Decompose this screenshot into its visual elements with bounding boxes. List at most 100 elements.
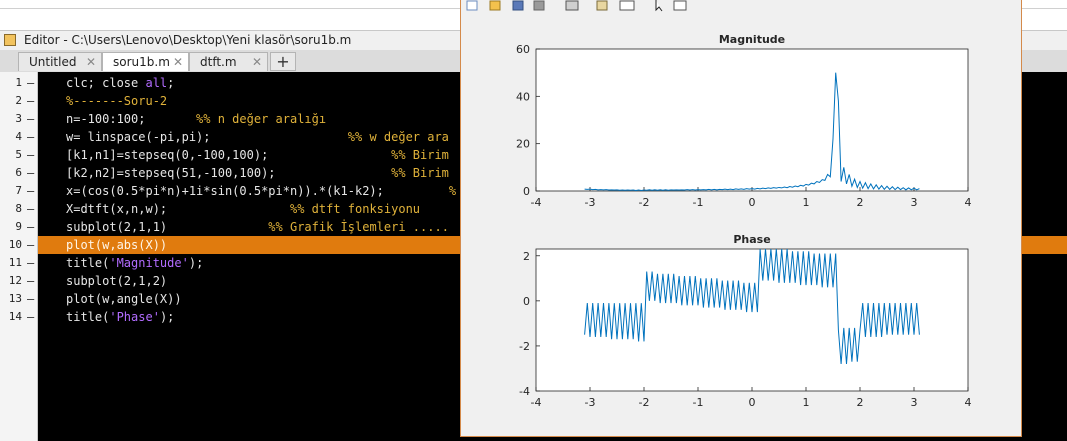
breakpoint-dash: – [27, 76, 35, 90]
code-token: %% Birim [391, 166, 449, 180]
chart-title: Phase [733, 233, 770, 246]
code-text: plot(w,abs(X)) [66, 236, 167, 254]
breakpoint-dash: – [27, 112, 35, 126]
code-token: % [448, 184, 457, 198]
breakpoint-dash: – [27, 238, 35, 252]
line-number: 3 [15, 112, 22, 125]
code-token: clc; close [66, 76, 146, 90]
breakpoint-dash: – [27, 292, 35, 306]
code-text: x=(cos(0.5*pi*n)+1i*sin(0.5*pi*n)).*(k1-… [66, 182, 456, 200]
line-number: 12 [8, 274, 22, 287]
code-line: 13– plot(w,angle(X)) [0, 290, 1067, 308]
figure-window: Magnitude -4 -3 -2 -1 0 1 2 3 4 0 20 40 60 Phase -4 -3 -2… [460, 0, 1022, 437]
line-number: 11 [8, 256, 22, 269]
y-tick-label: -2 [519, 340, 530, 353]
y-tick-label: 40 [516, 90, 530, 103]
code-token: [k2,n2]=stepseq(51,-100,100); [66, 166, 392, 180]
code-line: 5– [k1,n1]=stepseq(0,-100,100); %% Birim [0, 146, 1067, 164]
tab[interactable]: soru1b.m ✕ [102, 52, 189, 71]
code-token: subplot(2,1,1) [66, 220, 269, 234]
line-number: 14 [8, 310, 22, 323]
code-line: 8– X=dtft(x,n,w); %% dtft fonksiyonu [0, 200, 1067, 218]
code-line: 2– %-------Soru-2 [0, 92, 1067, 110]
x-tick-label: 0 [749, 196, 756, 209]
line-number: 2 [15, 94, 22, 107]
tab-close[interactable]: ✕ [85, 55, 96, 69]
code-line: 14– title('Phase'); [0, 308, 1067, 326]
editor-title: Editor - C:\Users\Lenovo\Desktop\Yeni kl… [24, 33, 352, 47]
code-token: %% dtft fonksiyonu [289, 202, 421, 216]
line-number: 7 [15, 184, 22, 197]
code-line: 12– subplot(2,1,2) [0, 272, 1067, 290]
code-token: %% Birim [391, 148, 449, 162]
y-tick-label: -4 [519, 385, 530, 398]
line-number: 8 [15, 202, 22, 215]
breakpoint-dash: – [27, 274, 35, 288]
x-tick-label: 2 [857, 396, 864, 409]
code-text: clc; close all; [66, 74, 174, 92]
x-tick-label: 1 [803, 396, 810, 409]
code-token: %% Grafik İşlemleri ..... [268, 220, 449, 234]
code-token: n=-100:100; [66, 112, 197, 126]
x-tick-label: 3 [911, 196, 918, 209]
tab-label: dtft.m [200, 55, 237, 69]
y-tick-label: 0 [523, 185, 530, 198]
code-text: subplot(2,1,1) %% Grafik İşlemleri ..... [66, 218, 449, 236]
code-text: plot(w,angle(X)) [66, 290, 182, 308]
code-line: 11– title('Magnitude'); [0, 254, 1067, 272]
axes-background [535, 48, 969, 192]
code-line: 7– x=(cos(0.5*pi*n)+1i*sin(0.5*pi*n)).*(k… [0, 182, 1067, 200]
breakpoint-dash: – [27, 256, 35, 270]
line-number: 4 [15, 130, 22, 143]
breakpoint-dash: – [27, 220, 35, 234]
y-tick-label: 60 [516, 43, 530, 56]
tab[interactable]: Untitled ✕ [18, 52, 102, 71]
tab-label: soru1b.m [113, 55, 170, 69]
tab[interactable]: dtft.m ✕ [189, 52, 268, 71]
code-token: plot(w,abs(X)) [66, 238, 168, 252]
x-tick-label: -2 [639, 196, 650, 209]
code-token: w= linspace(-pi,pi); [66, 130, 348, 144]
data-line [584, 248, 920, 364]
x-tick-label: 1 [803, 196, 810, 209]
line-number: 6 [15, 166, 22, 179]
x-tick-label: -1 [693, 396, 704, 409]
line-number: 13 [8, 292, 22, 305]
x-tick-label: -1 [693, 196, 704, 209]
code-token: plot(w,angle(X)) [66, 292, 182, 306]
x-tick-label: -4 [531, 196, 542, 209]
code-token: title( [66, 310, 110, 324]
code-token: [k1,n1]=stepseq(0,-100,100); [66, 148, 392, 162]
x-tick-label: 3 [911, 396, 918, 409]
y-tick-label: 20 [516, 138, 530, 151]
code-line: 3– n=-100:100; %% n değer aralığı [0, 110, 1067, 128]
code-text: [k2,n2]=stepseq(51,-100,100); %% Birim [66, 164, 449, 182]
code-token: x=(cos(0.5*pi*n)+1i*sin(0.5*pi*n)).*(k1-… [66, 184, 449, 198]
new-tab-button[interactable]: + [270, 52, 296, 71]
code-token: ); [159, 310, 175, 324]
breakpoint-dash: – [27, 166, 35, 180]
breakpoint-dash: – [27, 130, 35, 144]
code-token: X=dtft(x,n,w); [66, 202, 290, 216]
code-text: n=-100:100; %% n değer aralığı [66, 110, 326, 128]
breakpoint-dash: – [27, 184, 35, 198]
line-number: 10 [8, 238, 22, 251]
code-line: 6– [k2,n2]=stepseq(51,-100,100); %% Birim [0, 164, 1067, 182]
axes-background [535, 248, 969, 392]
data-line [584, 72, 920, 192]
x-tick-label: -4 [531, 396, 542, 409]
breakpoint-dash: – [27, 94, 35, 108]
code-token: 'Magnitude' [109, 256, 189, 270]
code-token: %% n değer aralığı [196, 112, 327, 126]
tab-close[interactable]: ✕ [172, 55, 183, 69]
code-text: title('Magnitude'); [66, 254, 203, 272]
chart-title: Magnitude [719, 33, 785, 46]
code-token: %-------Soru-2 [66, 94, 168, 108]
code-text: X=dtft(x,n,w); %% dtft fonksiyonu [66, 200, 420, 218]
tab-label: Untitled [29, 55, 77, 69]
tab-close[interactable]: ✕ [251, 55, 262, 69]
code-line: 9– subplot(2,1,1) %% Grafik İşlemleri ...… [0, 218, 1067, 236]
x-tick-label: -3 [585, 396, 596, 409]
gutter [0, 72, 38, 441]
